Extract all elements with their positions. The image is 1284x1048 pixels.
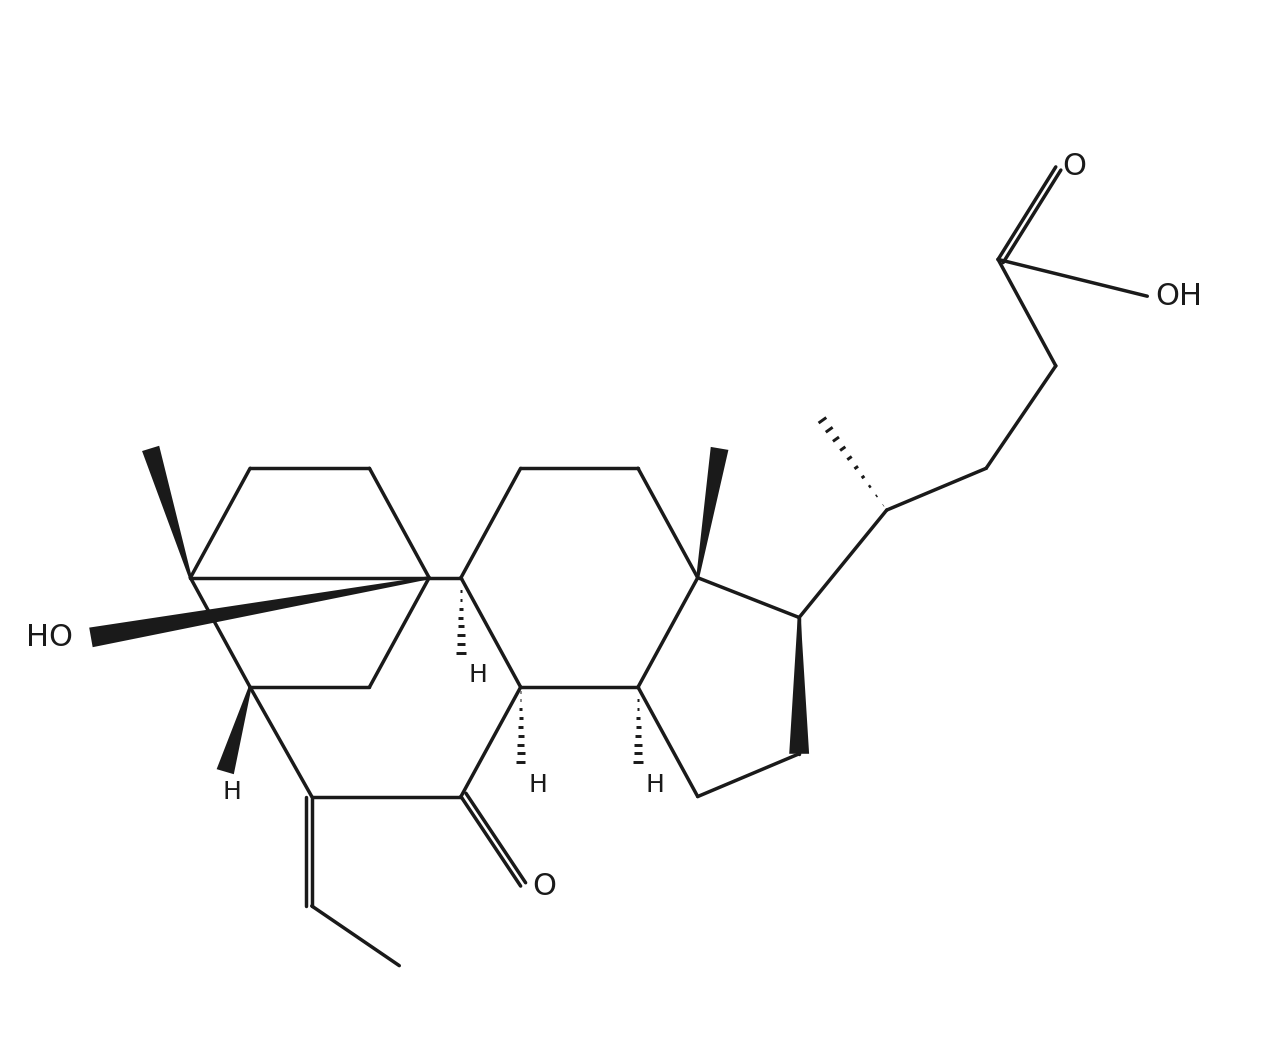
Text: OH: OH — [1156, 282, 1202, 310]
Text: O: O — [1062, 152, 1086, 181]
Polygon shape — [89, 576, 429, 648]
Text: H: H — [222, 780, 241, 804]
Polygon shape — [217, 686, 252, 774]
Polygon shape — [790, 617, 809, 754]
Text: H: H — [646, 772, 665, 796]
Text: H: H — [469, 663, 488, 687]
Polygon shape — [696, 446, 728, 577]
Text: HO: HO — [26, 623, 73, 652]
Polygon shape — [143, 445, 191, 578]
Text: O: O — [533, 872, 556, 900]
Text: H: H — [529, 772, 547, 796]
